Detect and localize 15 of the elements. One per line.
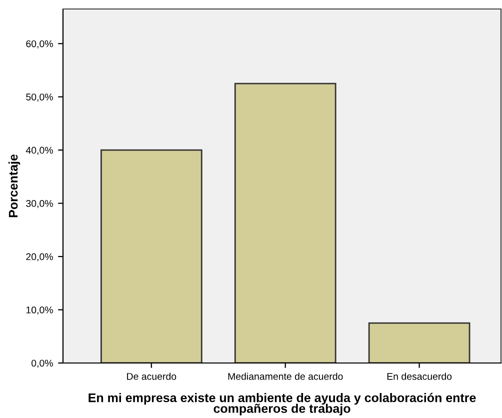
y-tick-label: 50,0% [26, 94, 53, 102]
x-tick-label: Medianamente de acuerdo [228, 372, 343, 380]
bar [100, 149, 202, 363]
y-tick-label: 60,0% [26, 40, 53, 48]
y-axis-title: Porcentaje [8, 154, 20, 218]
y-tick-label: 40,0% [26, 146, 53, 155]
x-axis-title: En mi empresa existe un ambiente de ayuda y colaboración entre compañeros de trabajo [88, 392, 476, 416]
y-tick-label: 0,0% [32, 360, 53, 368]
y-tick-label: 30,0% [26, 200, 53, 208]
bar [234, 82, 336, 363]
bar [368, 322, 470, 363]
x-tick-label: De acuerdo [127, 372, 176, 380]
x-tick-label: En desacuerdo [387, 372, 452, 380]
y-tick-label: 20,0% [26, 253, 53, 262]
y-tick-label: 10,0% [26, 306, 53, 315]
